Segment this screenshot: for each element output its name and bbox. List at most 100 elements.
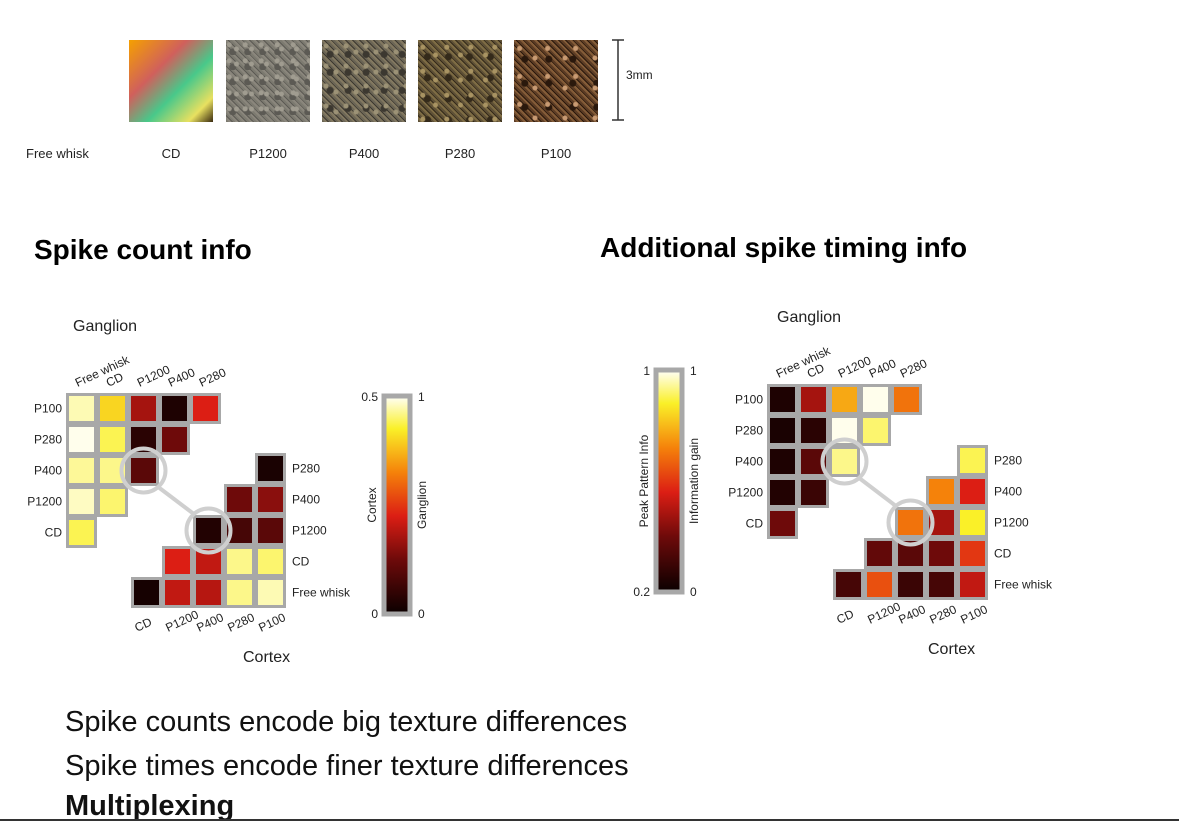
ganglion-cell <box>770 387 795 412</box>
cortex-cell <box>960 572 985 597</box>
conclusion-line-1: Spike counts encode big texture differen… <box>65 706 628 738</box>
texture-label-p280: P280 <box>444 146 476 161</box>
ganglion-cell <box>770 449 795 474</box>
cortex-row-label: P1200 <box>292 524 327 538</box>
colorbar-left-tick-bottom: 0.2 <box>633 585 650 599</box>
cortex-cell <box>867 541 892 566</box>
cortex-cell <box>258 580 283 605</box>
ganglion-cell <box>131 458 156 483</box>
ganglion-cell <box>863 418 888 443</box>
cortex-row-label: P400 <box>994 485 1022 499</box>
cortex-row-label: CD <box>994 547 1012 561</box>
texture-swatch-p1200 <box>226 40 310 122</box>
cortex-cell <box>227 487 252 512</box>
ganglion-col-label: CD <box>805 361 827 381</box>
colorbar-right-label: Ganglion <box>415 481 429 529</box>
colorbar-right-tick-bottom: 0 <box>690 585 697 599</box>
cortex-cell <box>836 572 861 597</box>
texture-label-cd: CD <box>161 146 181 161</box>
cortex-col-label: CD <box>132 615 154 635</box>
scale-bar <box>612 39 624 121</box>
cortex-cell <box>258 487 283 512</box>
ganglion-cell <box>832 449 857 474</box>
ganglion-cell <box>193 396 218 421</box>
cortex-cell <box>165 580 190 605</box>
ganglion-cell <box>69 427 94 452</box>
cortex-row-label: P400 <box>292 493 320 507</box>
ganglion-cell <box>69 458 94 483</box>
texture-row-label: Free whisk <box>26 146 89 161</box>
ganglion-cell <box>770 418 795 443</box>
cortex-row-label: Free whisk <box>292 586 351 600</box>
ganglion-cell <box>832 387 857 412</box>
ganglion-cell <box>69 489 94 514</box>
cortex-row-label: P280 <box>292 462 320 476</box>
cortex-row-label: P280 <box>994 454 1022 468</box>
ganglion-cell <box>162 396 187 421</box>
cortex-cell <box>227 580 252 605</box>
ganglion-row-label: P280 <box>735 424 763 438</box>
ganglion-row-label: P280 <box>34 433 62 447</box>
colorbar-left-tick-bottom: 0 <box>371 607 378 621</box>
cortex-cell <box>258 518 283 543</box>
cortex-row-label: P1200 <box>994 516 1029 530</box>
ganglion-axis-title: Ganglion <box>777 309 841 326</box>
colorbar-left-label: Cortex <box>365 487 379 522</box>
ganglion-cell <box>770 511 795 536</box>
ganglion-row-label: P400 <box>34 464 62 478</box>
left-section-title: Spike count info <box>34 234 252 265</box>
texture-swatch-p400 <box>322 40 406 122</box>
highlight-connector <box>857 475 898 509</box>
cortex-axis-title: Cortex <box>928 641 975 658</box>
ganglion-cell <box>100 489 125 514</box>
ganglion-col-label: P400 <box>166 365 198 390</box>
cortex-col-label: CD <box>834 607 856 627</box>
cortex-cell <box>258 549 283 574</box>
cortex-col-label: P400 <box>194 610 226 635</box>
texture-swatch-p280 <box>418 40 502 122</box>
ganglion-row-label: P1200 <box>27 495 62 509</box>
cortex-row-label: CD <box>292 555 310 569</box>
ganglion-row-label: P100 <box>34 402 62 416</box>
ganglion-row-label: P100 <box>735 393 763 407</box>
ganglion-cell <box>162 427 187 452</box>
cortex-cell <box>960 541 985 566</box>
cortex-row-label: Free whisk <box>994 578 1053 592</box>
cortex-cell <box>960 510 985 535</box>
cortex-highlight-circle <box>886 498 935 547</box>
cortex-col-label: P400 <box>896 602 928 627</box>
right-section-title: Additional spike timing info <box>600 232 968 263</box>
cortex-cell <box>960 448 985 473</box>
cortex-col-label: P100 <box>958 602 990 627</box>
texture-swatch-p100 <box>514 40 598 122</box>
ganglion-cell <box>100 396 125 421</box>
cortex-col-label: P280 <box>225 610 257 635</box>
cortex-col-label: P280 <box>927 602 959 627</box>
cortex-cell <box>898 572 923 597</box>
texture-label-p400: P400 <box>348 146 380 161</box>
cortex-highlight-circle <box>184 506 233 555</box>
ganglion-col-label: CD <box>104 370 126 390</box>
cortex-cell <box>227 549 252 574</box>
slide-bottom-border <box>0 819 1179 821</box>
cortex-cell <box>134 580 159 605</box>
texture-label-p1200: P1200 <box>249 146 287 161</box>
ganglion-cell <box>801 480 826 505</box>
colorbar-right-tick-bottom: 0 <box>418 607 425 621</box>
conclusion-line-2: Spike times encode finer texture differe… <box>65 750 629 782</box>
cortex-cell <box>960 479 985 504</box>
highlight-connector <box>156 484 196 517</box>
ganglion-cell <box>801 387 826 412</box>
cortex-cell <box>929 572 954 597</box>
ganglion-cell <box>69 396 94 421</box>
cortex-axis-title: Cortex <box>243 649 290 666</box>
conclusion-line-3: Multiplexing <box>65 790 235 822</box>
cortex-cell <box>258 456 283 481</box>
ganglion-cell <box>131 396 156 421</box>
ganglion-row-label: CD <box>45 526 63 540</box>
cortex-col-label: P100 <box>256 610 288 635</box>
ganglion-cell <box>770 480 795 505</box>
ganglion-col-label: Free whisk <box>774 343 833 381</box>
